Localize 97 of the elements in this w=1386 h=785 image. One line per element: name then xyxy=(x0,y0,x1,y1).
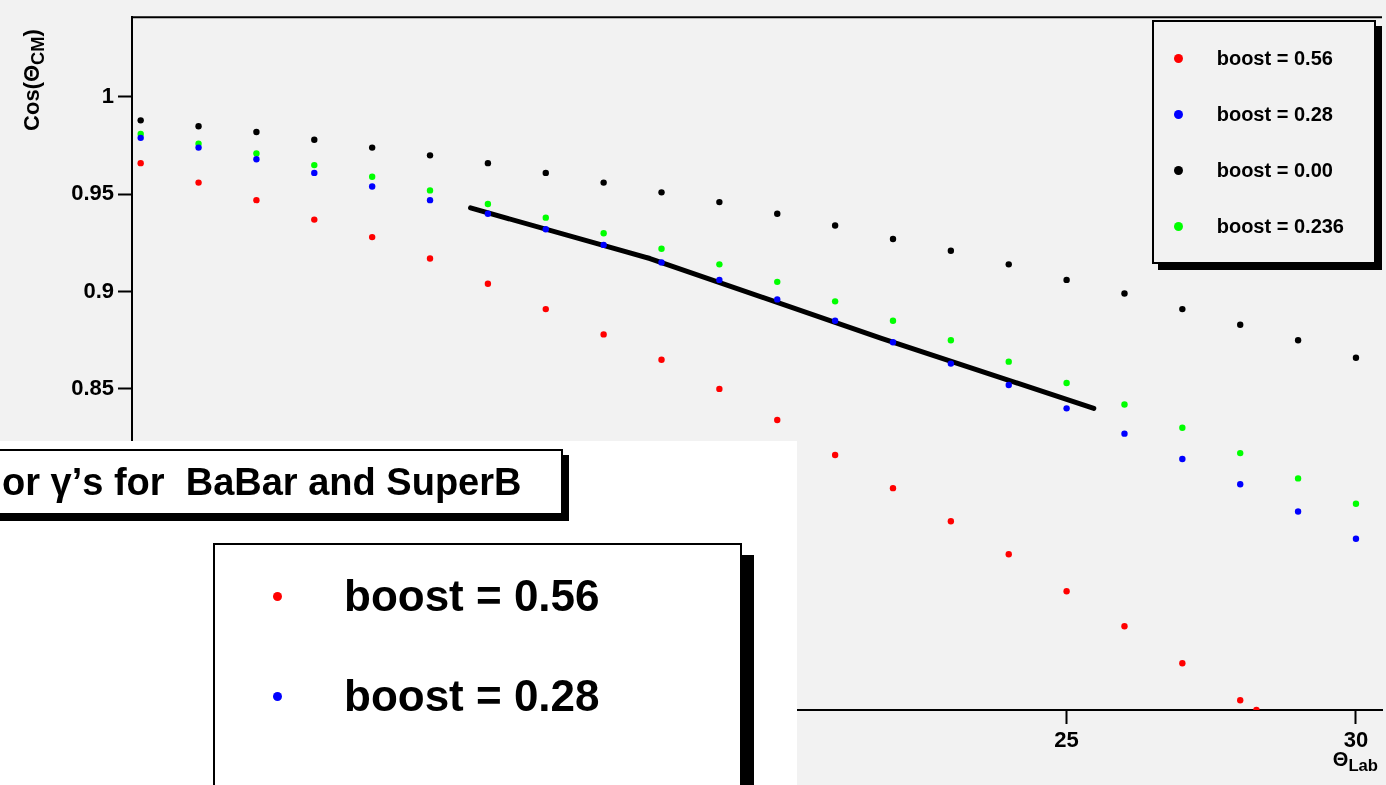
point xyxy=(426,152,434,159)
point xyxy=(484,200,492,208)
point xyxy=(1005,358,1012,365)
annotation: boost = 0.28 xyxy=(344,671,600,721)
point xyxy=(426,196,434,204)
point xyxy=(542,305,549,313)
point xyxy=(658,259,665,266)
point xyxy=(1237,449,1244,457)
point xyxy=(195,179,202,186)
point xyxy=(484,159,492,167)
point xyxy=(1179,305,1186,313)
point xyxy=(774,278,781,286)
point xyxy=(1237,321,1244,328)
point xyxy=(889,338,897,346)
annotation: or γ’s for BaBar and SuperB xyxy=(0,449,564,515)
point xyxy=(1294,475,1302,482)
legend-label: boost = 0.28 xyxy=(1216,102,1333,126)
point xyxy=(1063,405,1070,412)
point xyxy=(600,331,607,338)
point xyxy=(831,317,839,324)
point xyxy=(311,216,318,223)
point xyxy=(484,210,492,217)
point xyxy=(1063,588,1070,595)
point xyxy=(1237,481,1244,488)
point xyxy=(1294,508,1302,515)
point xyxy=(311,161,318,169)
point xyxy=(1121,623,1128,630)
point xyxy=(716,198,723,206)
point xyxy=(253,128,260,136)
point xyxy=(137,134,144,142)
point xyxy=(253,156,260,163)
point xyxy=(889,484,897,492)
point xyxy=(889,235,897,243)
point xyxy=(774,416,781,424)
point xyxy=(1063,276,1070,284)
point xyxy=(542,226,549,233)
point xyxy=(774,210,781,217)
point xyxy=(426,255,434,262)
point xyxy=(484,280,492,288)
point xyxy=(426,187,434,194)
point xyxy=(195,144,202,151)
point xyxy=(542,214,549,221)
y-tick-label: 1 xyxy=(101,83,114,109)
point xyxy=(137,117,144,124)
point xyxy=(658,245,665,252)
point xyxy=(1121,401,1128,408)
point xyxy=(658,189,665,196)
point xyxy=(311,169,318,177)
legend-label: boost = 0.236 xyxy=(1216,214,1344,238)
point xyxy=(658,356,665,363)
point xyxy=(368,233,376,241)
point xyxy=(542,169,549,177)
point xyxy=(1121,290,1128,297)
point xyxy=(831,451,839,459)
point xyxy=(716,276,723,284)
overlaid-panel: or γ’s for BaBar and SuperB boost = 0.56 boost = 0.28 xyxy=(0,441,797,785)
point xyxy=(1352,500,1360,507)
point xyxy=(1352,354,1360,361)
point xyxy=(137,159,144,167)
point xyxy=(1005,551,1012,558)
point xyxy=(1005,261,1012,268)
point xyxy=(253,150,260,157)
y-tick-label: 0.9 xyxy=(83,277,114,303)
point xyxy=(716,261,723,268)
point xyxy=(831,222,839,229)
point xyxy=(600,241,607,249)
point xyxy=(311,136,318,143)
point xyxy=(368,183,376,190)
point xyxy=(1063,379,1070,387)
point xyxy=(947,518,955,525)
y-tick-label: 0.85 xyxy=(71,374,114,400)
annotation: boost = 0.56 xyxy=(344,571,600,621)
point xyxy=(1005,381,1012,389)
point xyxy=(831,298,839,305)
point xyxy=(368,144,376,151)
x-tick-label: 25 xyxy=(1054,727,1079,753)
point xyxy=(253,196,260,204)
point xyxy=(600,230,607,237)
point xyxy=(1179,455,1186,463)
point xyxy=(368,173,376,180)
y-tick-label: 0.95 xyxy=(71,180,114,206)
point xyxy=(947,247,955,254)
point xyxy=(716,385,723,393)
point xyxy=(1121,430,1128,437)
point xyxy=(1352,535,1360,542)
legend-label: boost = 0.56 xyxy=(1216,46,1333,70)
point xyxy=(1294,337,1302,344)
point xyxy=(947,337,955,344)
point xyxy=(1237,697,1244,704)
point xyxy=(600,179,607,186)
point xyxy=(195,122,202,130)
legend-label: boost = 0.00 xyxy=(1216,158,1333,182)
point xyxy=(889,317,897,324)
point xyxy=(1179,424,1186,432)
point xyxy=(1179,660,1186,667)
point xyxy=(774,296,781,303)
point xyxy=(947,360,955,367)
